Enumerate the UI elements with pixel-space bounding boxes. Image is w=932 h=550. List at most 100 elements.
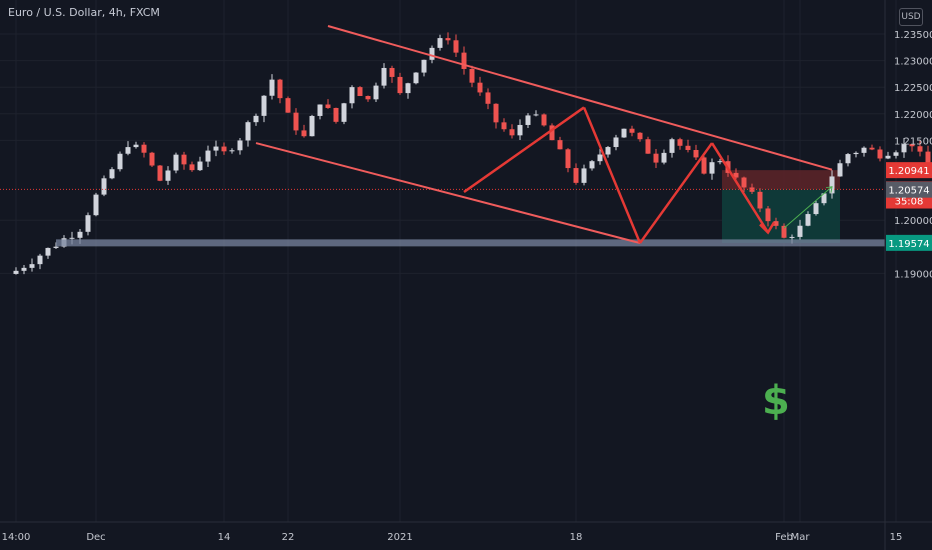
- candle-body: [541, 114, 547, 126]
- candles: [13, 32, 931, 275]
- take-profit-zone[interactable]: [722, 189, 840, 243]
- x-tick-label: 14:00: [2, 532, 31, 543]
- candle-body: [621, 128, 627, 138]
- candle-body: [277, 79, 283, 99]
- candle-body: [213, 146, 219, 151]
- price-tag-label: 1.20574: [888, 186, 929, 197]
- x-tick-label: Dec: [86, 532, 105, 543]
- target-projection-arrow-head: [825, 186, 833, 193]
- candle-body: [349, 87, 355, 104]
- candle-body: [165, 170, 171, 181]
- candle-body: [125, 147, 131, 154]
- candle-body: [157, 165, 163, 181]
- drawings: $: [0, 25, 885, 424]
- candle-body: [869, 147, 875, 150]
- candle-body: [149, 152, 155, 166]
- price-tag-label: 1.19574: [888, 239, 929, 250]
- y-tick-label: 1.21500: [894, 136, 932, 147]
- candle-body: [677, 139, 683, 146]
- position-zones: [722, 170, 840, 243]
- candle-body: [253, 115, 259, 123]
- candle-body: [45, 247, 51, 256]
- candle-body: [461, 52, 467, 69]
- candle-body: [685, 145, 691, 150]
- candle-body: [605, 147, 611, 155]
- candle-body: [429, 47, 435, 60]
- y-tick-label: 1.22500: [894, 83, 932, 94]
- grid: [0, 0, 897, 522]
- candle-body: [13, 270, 19, 274]
- candle-body: [29, 264, 35, 268]
- candle-body: [485, 92, 491, 104]
- candle-body: [333, 107, 339, 122]
- candle-body: [797, 225, 803, 237]
- candle-body: [885, 155, 891, 159]
- candle-body: [765, 208, 771, 222]
- candle-body: [221, 146, 227, 152]
- chart-title: Euro / U.S. Dollar, 4h, FXCM: [8, 6, 160, 19]
- candle-body: [413, 72, 419, 84]
- candle-body: [565, 149, 571, 169]
- candle-body: [853, 152, 859, 155]
- candle-body: [181, 154, 187, 165]
- pattern-leg-3[interactable]: [638, 142, 714, 244]
- pattern-leg-4[interactable]: [710, 142, 770, 234]
- candle-body: [837, 163, 843, 177]
- candle-body: [709, 162, 715, 174]
- candle-body: [717, 161, 723, 163]
- candle-body: [397, 76, 403, 94]
- candle-body: [285, 98, 291, 113]
- candle-body: [405, 83, 411, 94]
- candle-body: [37, 255, 43, 265]
- candle-body: [573, 168, 579, 183]
- candle-body: [749, 187, 755, 192]
- candle-body: [21, 267, 27, 271]
- projection-arrow-head: [759, 221, 776, 235]
- candle-body: [477, 82, 483, 93]
- candle-body: [653, 153, 659, 163]
- pattern-leg-1[interactable]: [463, 106, 585, 194]
- channel-lower-trendline[interactable]: [255, 142, 641, 245]
- candle-body: [861, 147, 867, 153]
- candle-body: [117, 153, 123, 170]
- candle-body: [341, 103, 347, 122]
- candle-body: [901, 144, 907, 153]
- candle-body: [637, 132, 643, 140]
- candle-body: [533, 114, 539, 116]
- candle-body: [741, 177, 747, 188]
- candle-body: [261, 95, 267, 116]
- candle-body: [357, 87, 363, 96]
- x-tick-label: 2021: [387, 532, 412, 543]
- candle-body: [645, 139, 651, 154]
- candle-body: [437, 38, 443, 48]
- candle-body: [245, 122, 251, 141]
- y-tick-label: 1.20000: [894, 216, 932, 227]
- price-tag-label: 1.20941: [888, 166, 929, 177]
- candle-body: [173, 154, 179, 171]
- candle-body: [229, 150, 235, 152]
- candle-body: [893, 152, 899, 156]
- candle-body: [669, 139, 675, 153]
- candle-body: [581, 168, 587, 183]
- candle-body: [293, 112, 299, 131]
- target-projection-line: [783, 186, 833, 229]
- candle-body: [525, 115, 531, 125]
- channel-upper-trendline[interactable]: [327, 25, 833, 171]
- currency-button[interactable]: USD: [899, 8, 923, 26]
- y-tick-label: 1.22000: [894, 110, 932, 121]
- candle-body: [813, 203, 819, 215]
- candle-body: [189, 164, 195, 171]
- candle-body: [629, 128, 635, 133]
- pattern-leg-2[interactable]: [582, 106, 642, 244]
- candle-body: [597, 154, 603, 162]
- candle-body: [85, 215, 91, 232]
- candle-body: [589, 161, 595, 169]
- candle-body: [557, 140, 563, 150]
- x-tick-label: 14: [218, 532, 231, 543]
- candle-body: [365, 95, 371, 100]
- candle-body: [781, 225, 787, 238]
- candle-body: [549, 125, 555, 141]
